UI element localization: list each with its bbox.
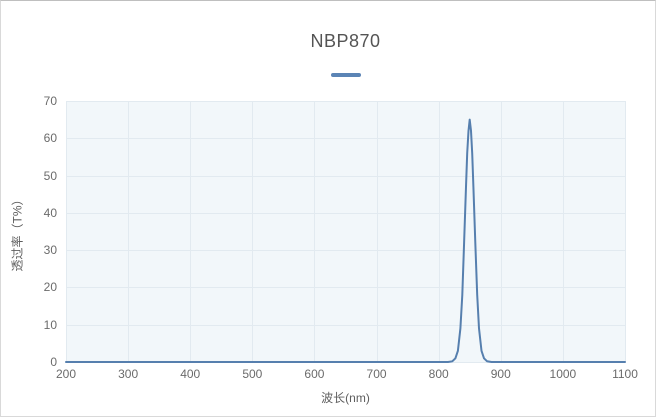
y-tick-label: 20 [43,280,57,295]
y-tick-label: 0 [50,355,57,369]
y-tick-label: 70 [43,94,57,108]
y-axis-title: 透过率（T%） [10,193,25,272]
x-tick-label: 400 [180,367,201,381]
x-tick-label: 600 [304,367,325,381]
x-tick-label: 1100 [612,367,638,381]
x-tick-label: 200 [55,367,77,381]
chart-title: NBP870 [310,31,381,51]
y-tick-label: 40 [43,205,57,220]
x-tick-label: 300 [118,367,139,381]
line-chart-canvas[interactable] [65,101,626,363]
legend-item-series-1[interactable] [330,67,361,83]
plot-area[interactable] [65,101,626,363]
x-tick-label: 800 [428,367,449,381]
y-tick-label: 10 [43,317,57,332]
y-tick-label: 30 [43,243,57,258]
x-tick-label: 700 [366,367,387,381]
legend-line-swatch-icon [330,73,361,77]
x-axis-title: 波长(nm) [321,391,370,405]
x-tick-label: 1000 [549,367,577,381]
x-tick-label: 900 [490,367,511,381]
x-tick-label: 500 [242,367,263,381]
y-tick-label: 50 [43,168,57,183]
legend [66,67,625,83]
y-tick-label: 60 [43,131,57,146]
